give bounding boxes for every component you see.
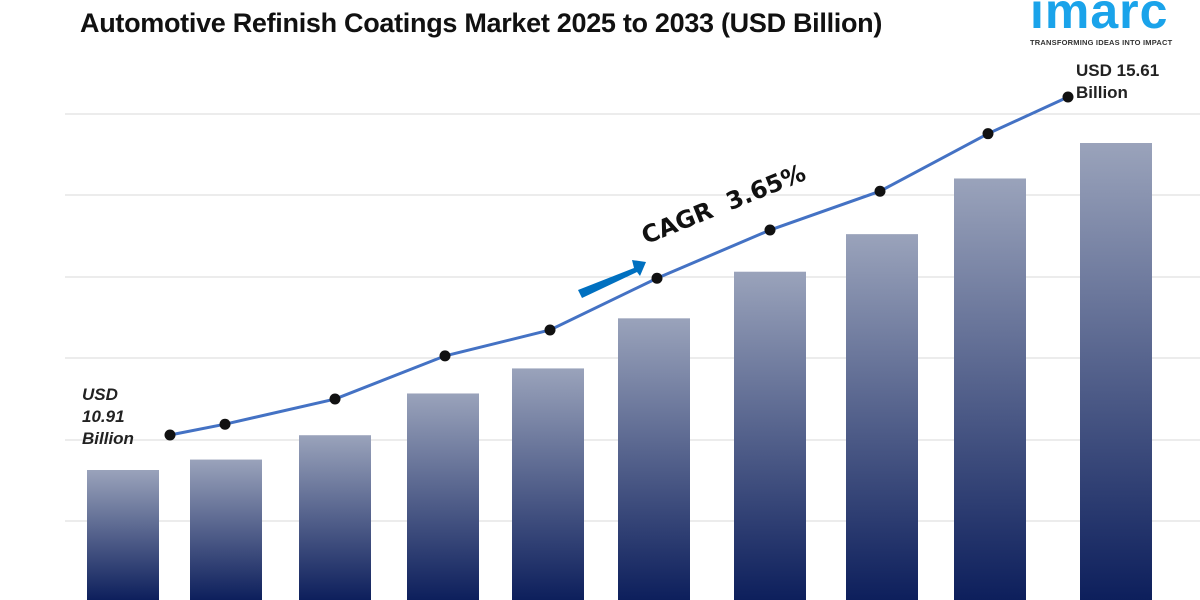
start-label-line: Billion	[82, 429, 134, 448]
start-value-label: USD 10.91 Billion	[82, 384, 134, 450]
data-point	[651, 272, 663, 284]
data-point	[329, 393, 341, 405]
data-point	[219, 418, 231, 430]
chart-title: Automotive Refinish Coatings Market 2025…	[80, 8, 883, 38]
bar	[87, 470, 159, 600]
bar	[954, 178, 1026, 600]
trend-line	[169, 95, 1069, 437]
end-value-label: USD 15.61 Billion	[1076, 60, 1159, 104]
data-point	[1062, 91, 1074, 103]
data-point	[764, 224, 776, 236]
bar	[190, 459, 262, 600]
logo-wordmark: imarc	[1030, 0, 1169, 39]
bar	[512, 368, 584, 600]
bar	[299, 435, 371, 600]
logo-tagline: TRANSFORMING IDEAS INTO IMPACT	[1030, 38, 1173, 47]
data-point	[982, 128, 994, 140]
data-point	[439, 350, 451, 362]
bar	[1080, 143, 1152, 600]
data-point	[874, 185, 886, 197]
end-label-line: USD 15.61	[1076, 61, 1160, 80]
bar	[407, 393, 479, 600]
data-point	[164, 429, 176, 441]
bar	[618, 318, 690, 600]
start-label-line: USD	[82, 385, 118, 404]
start-label-line: 10.91	[82, 407, 125, 426]
data-point	[544, 324, 556, 336]
cagr-arrow-icon	[578, 260, 646, 298]
end-label-line: Billion	[1076, 83, 1128, 102]
imarc-logo: imarc TRANSFORMING IDEAS INTO IMPACT	[1030, 0, 1200, 47]
bar	[846, 234, 918, 600]
bar	[734, 271, 806, 600]
